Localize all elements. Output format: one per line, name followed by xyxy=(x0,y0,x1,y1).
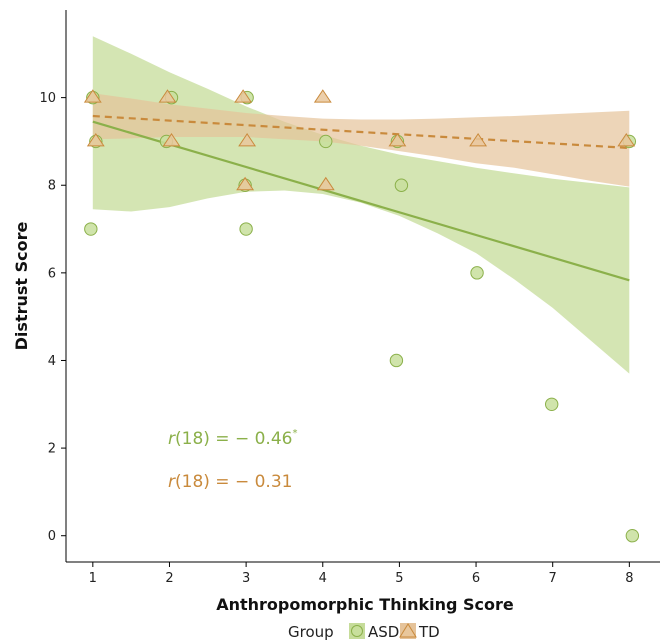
point-asd xyxy=(394,178,409,192)
point-td xyxy=(236,176,255,191)
x-tick-label: 6 xyxy=(472,571,480,586)
x-tick-label: 4 xyxy=(319,571,327,586)
x-tick-label: 8 xyxy=(625,571,633,586)
point-asd xyxy=(239,222,253,236)
point-td xyxy=(313,89,332,103)
legend-key-asd xyxy=(351,625,363,637)
x-tick-label: 2 xyxy=(165,571,173,586)
confidence-band-asd xyxy=(92,36,630,374)
y-tick-label: 4 xyxy=(48,354,56,369)
point-asd xyxy=(84,222,98,236)
x-tick-label: 3 xyxy=(242,571,250,586)
y-tick-label: 6 xyxy=(48,266,56,281)
data-points xyxy=(83,89,640,543)
point-asd xyxy=(389,353,404,368)
point-td xyxy=(158,89,177,103)
point-td xyxy=(617,132,636,147)
point-td xyxy=(388,132,407,147)
correlation-label-asd: r(18) = − 0.46* xyxy=(168,428,297,449)
y-tick-label: 8 xyxy=(48,179,56,194)
point-td xyxy=(162,132,181,147)
point-td xyxy=(234,89,253,103)
point-td xyxy=(238,132,257,147)
confidence-band-td xyxy=(92,93,630,187)
fit-line-td xyxy=(92,114,630,150)
fit-line-asd xyxy=(92,120,630,282)
y-axis-title: Distrust Score xyxy=(12,222,31,351)
y-tick-label: 10 xyxy=(39,91,56,106)
legend-title: Group xyxy=(288,623,334,641)
point-td xyxy=(86,132,105,147)
legend-label-td: TD xyxy=(418,623,440,641)
point-td xyxy=(469,132,488,147)
axes: 1 2 3 4 5 6 7 8 0 2 4 6 8 10 Anthropomorphic Thinking … xyxy=(12,10,660,614)
point-asd xyxy=(319,134,333,149)
point-td xyxy=(83,89,102,103)
regression-lines xyxy=(92,114,630,282)
x-axis-title: Anthropomorphic Thinking Score xyxy=(216,595,514,614)
point-td xyxy=(316,176,335,191)
correlation-label-td: r(18) = − 0.31 xyxy=(168,472,292,492)
correlation-annotations: r(18) = − 0.46* r(18) = − 0.31 xyxy=(168,428,297,492)
point-asd xyxy=(625,529,640,543)
point-asd xyxy=(470,266,484,280)
x-tick-label: 5 xyxy=(395,571,403,586)
confidence-bands xyxy=(92,36,630,374)
legend-label-asd: ASD xyxy=(368,623,399,641)
legend-key-td xyxy=(399,623,417,638)
legend: Group ASD TD xyxy=(288,623,440,641)
x-tick-label: 1 xyxy=(89,571,97,586)
x-tick-label: 7 xyxy=(549,571,557,586)
point-asd xyxy=(544,397,559,411)
y-tick-label: 2 xyxy=(48,442,56,457)
y-tick-label: 0 xyxy=(48,529,56,544)
